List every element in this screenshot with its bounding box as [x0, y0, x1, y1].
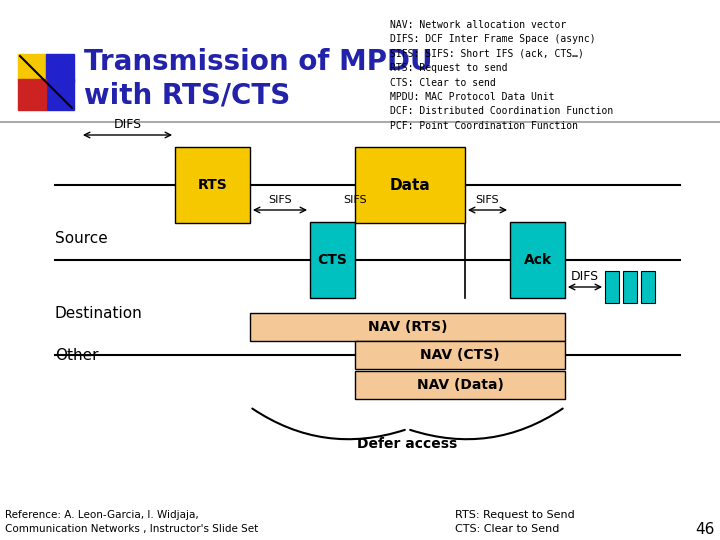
Bar — [46, 79, 74, 110]
Text: DIFS: DIFS — [571, 271, 599, 284]
Text: DIFS: DIFS — [114, 118, 142, 132]
Bar — [310, 222, 355, 298]
Text: Reference: A. Leon-Garcia, I. Widjaja,
Communication Networks , Instructor's Sli: Reference: A. Leon-Garcia, I. Widjaja, C… — [5, 510, 258, 534]
Text: SIFS: SIFS — [268, 195, 292, 205]
Text: CTS: CTS — [318, 253, 348, 267]
Bar — [355, 147, 465, 223]
Text: Ack: Ack — [523, 253, 552, 267]
Text: NAV (RTS): NAV (RTS) — [368, 320, 447, 334]
Bar — [355, 371, 565, 399]
Text: SIFS: SIFS — [476, 195, 499, 205]
Text: Transmission of MPDU: Transmission of MPDU — [84, 49, 433, 76]
Bar — [355, 341, 565, 369]
Bar — [18, 54, 46, 82]
Text: NAV (CTS): NAV (CTS) — [420, 348, 500, 362]
Bar — [641, 271, 655, 303]
Text: 46: 46 — [696, 523, 715, 537]
Text: Destination: Destination — [55, 306, 143, 321]
Text: Defer access: Defer access — [357, 437, 458, 451]
Bar — [623, 271, 637, 303]
Text: NAV: Network allocation vector
DIFS: DCF Inter Frame Space (async)
SIFS: SIFS: S: NAV: Network allocation vector DIFS: DCF… — [390, 20, 613, 131]
Bar — [510, 222, 565, 298]
Bar — [605, 271, 619, 303]
Bar — [175, 147, 250, 223]
Bar — [18, 79, 46, 110]
Bar — [46, 54, 74, 82]
Text: Other: Other — [55, 348, 99, 362]
Text: Source: Source — [55, 231, 108, 246]
Bar — [250, 313, 565, 341]
Text: Data: Data — [390, 178, 431, 192]
Text: with RTS/CTS: with RTS/CTS — [84, 82, 290, 110]
Text: NAV (Data): NAV (Data) — [417, 378, 503, 392]
Text: RTS: Request to Send
CTS: Clear to Send: RTS: Request to Send CTS: Clear to Send — [455, 510, 575, 534]
Text: SIFS: SIFS — [343, 195, 366, 205]
Text: RTS: RTS — [197, 178, 228, 192]
